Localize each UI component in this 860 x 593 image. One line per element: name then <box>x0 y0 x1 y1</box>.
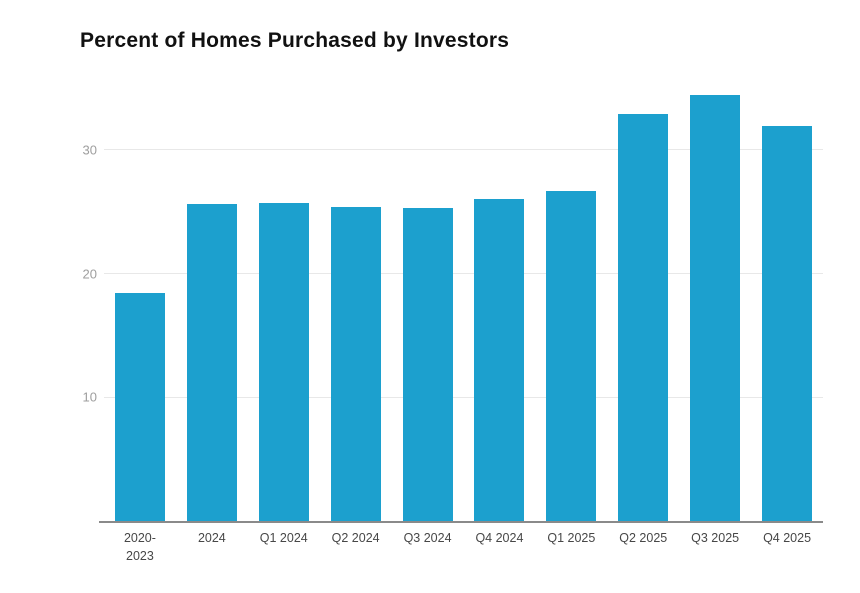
x-tick-label-8: Q3 2025 <box>691 531 740 545</box>
x-tick-label-5: Q4 2024 <box>475 531 524 545</box>
y-tick-label-20: 20 <box>82 266 97 282</box>
chart-title: Percent of Homes Purchased by Investors <box>80 29 510 52</box>
x-tick-label-6: Q1 2025 <box>547 531 596 545</box>
x-tick-label-2: Q1 2024 <box>259 531 308 545</box>
x-tick-label-4: Q3 2024 <box>403 531 452 545</box>
x-tick-label-9: Q4 2025 <box>763 531 812 545</box>
y-tick-label-10: 10 <box>82 389 97 405</box>
x-tick-label-3: Q2 2024 <box>331 531 380 545</box>
bar-Q2-2025 <box>618 114 669 521</box>
y-tick-label-30: 30 <box>82 142 97 158</box>
bar-2024 <box>186 204 237 521</box>
bar-Q1-2024 <box>258 203 309 521</box>
x-axis-line <box>99 521 823 523</box>
x-tick-label-7: Q2 2025 <box>619 531 668 545</box>
bar-Q3-2024 <box>402 208 453 521</box>
bar-Q2-2024 <box>330 206 381 521</box>
gridline-20 <box>104 273 823 275</box>
bar-Q1-2025 <box>546 190 597 521</box>
bar-Q4-2024 <box>474 199 525 521</box>
gridline-30 <box>104 149 823 151</box>
x-tick-label-1: 2024 <box>197 531 226 545</box>
gridline-10 <box>104 396 823 398</box>
bar-2020--2023 <box>114 293 165 521</box>
x-tick-label-0: 2020- 2023 <box>123 531 156 563</box>
bar-Q4-2025 <box>762 126 813 521</box>
bar-Q3-2025 <box>690 95 741 521</box>
